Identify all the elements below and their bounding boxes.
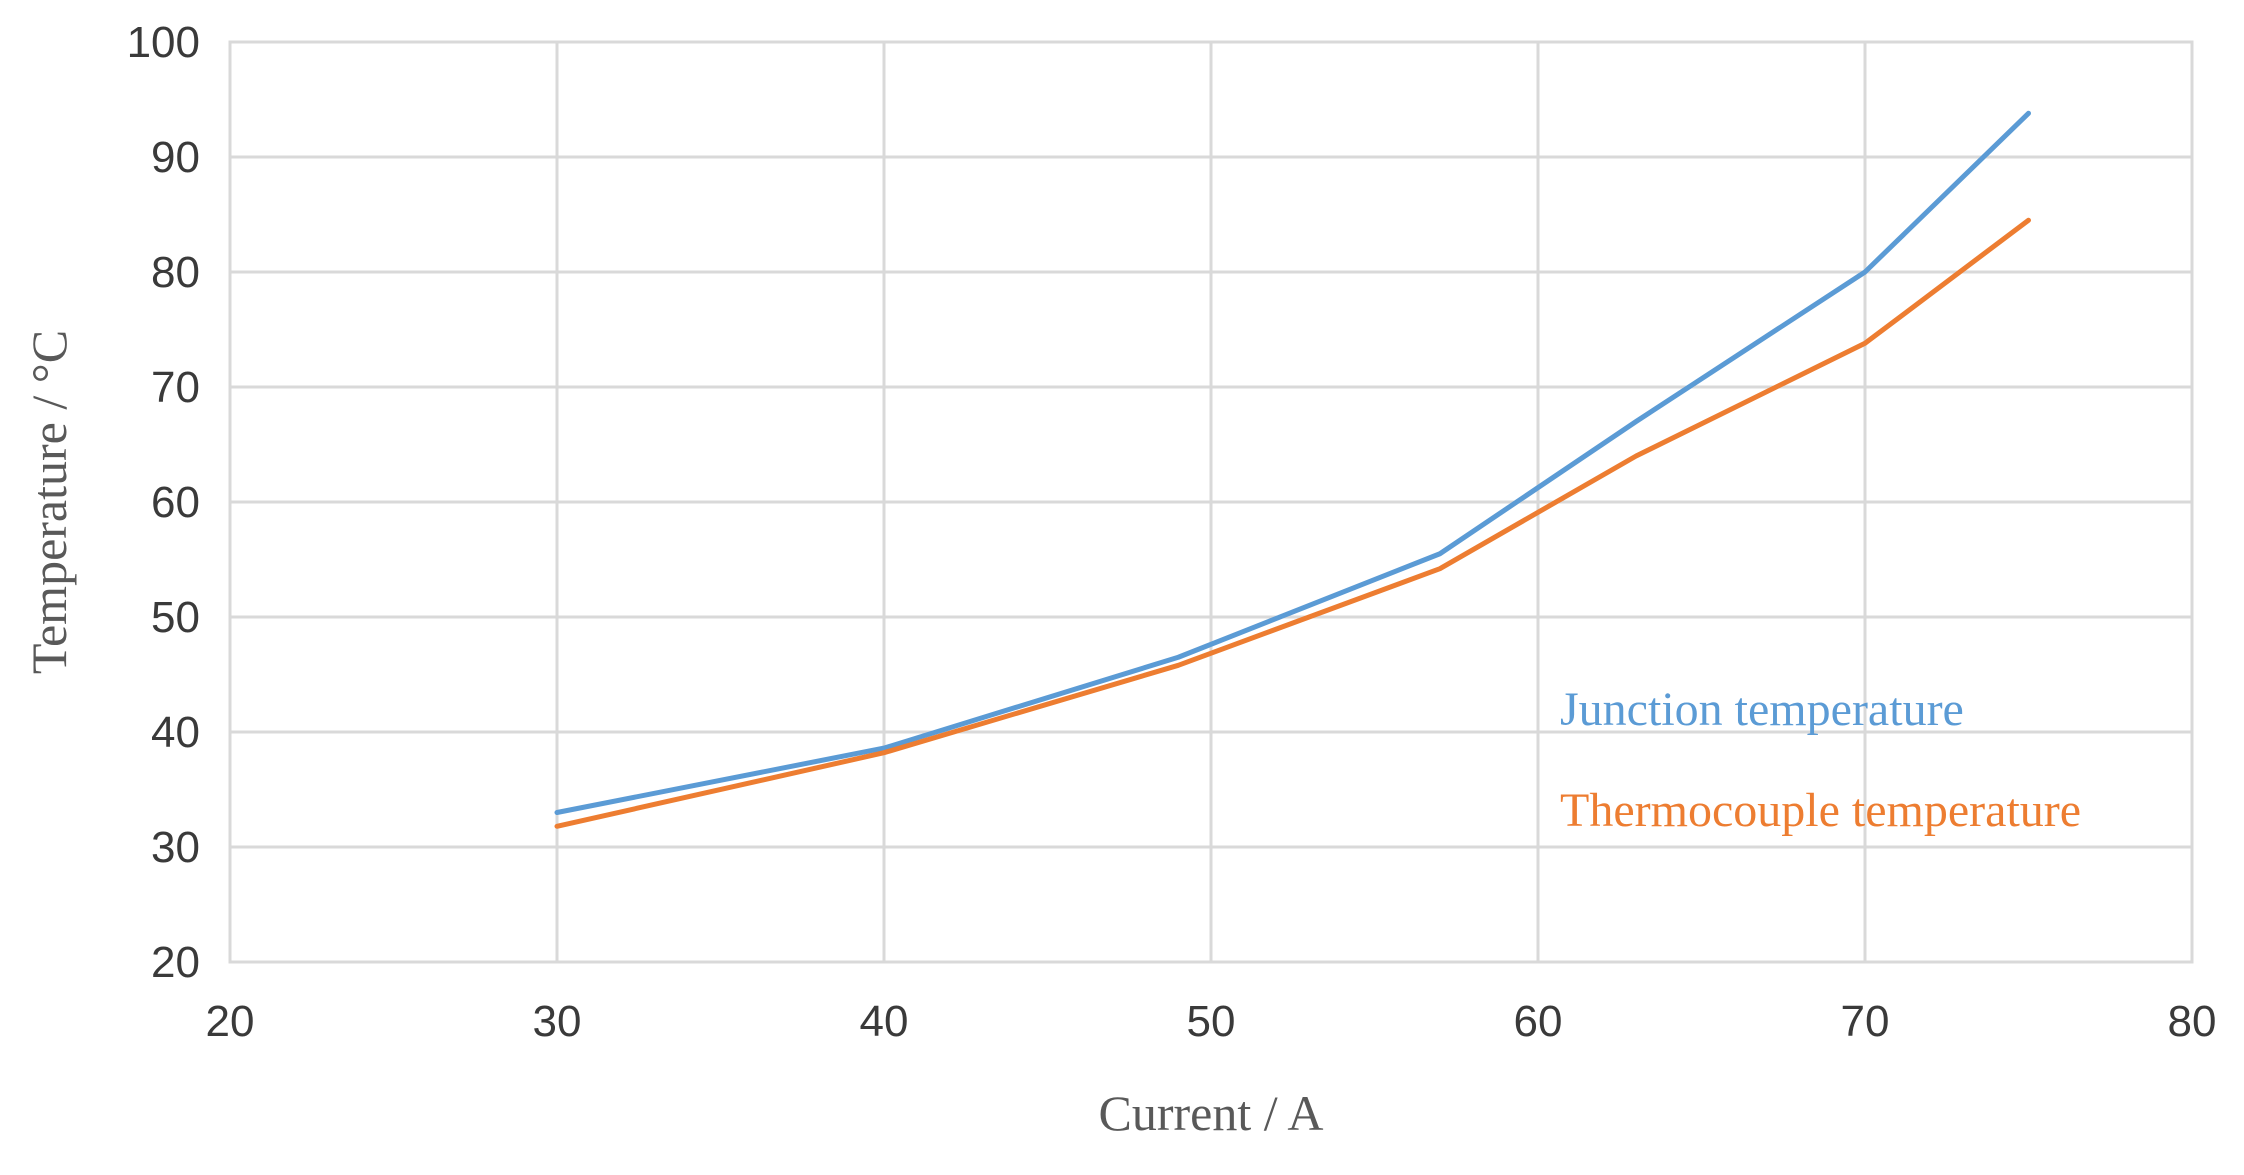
x-tick-label: 60	[1514, 997, 1563, 1046]
x-tick-label: 40	[860, 997, 909, 1046]
y-tick-label: 80	[151, 248, 200, 297]
x-tick-label: 30	[533, 997, 582, 1046]
y-tick-label: 40	[151, 708, 200, 757]
x-tick-label: 70	[1841, 997, 1890, 1046]
y-tick-label: 60	[151, 478, 200, 527]
legend: Junction temperature Thermocouple tempera…	[1560, 683, 2081, 837]
x-tick-label: 80	[2168, 997, 2217, 1046]
y-tick-label: 30	[151, 823, 200, 872]
x-tick-label: 50	[1187, 997, 1236, 1046]
series-lines	[554, 110, 2031, 829]
series-line-junction	[554, 110, 2031, 815]
x-axis-title: Current / A	[1099, 1085, 1324, 1141]
y-axis-tick-labels: 20 30 40 50 60 70 80 90 100	[127, 18, 200, 987]
x-axis-tick-labels: 20 30 40 50 60 70 80	[206, 997, 2217, 1046]
x-tick-label: 20	[206, 997, 255, 1046]
plot-area-border	[228, 40, 2194, 964]
series-line-thermocouple	[554, 217, 2031, 829]
legend-label-junction: Junction temperature	[1560, 683, 1964, 736]
y-tick-label: 70	[151, 363, 200, 412]
y-tick-label: 20	[151, 938, 200, 987]
y-tick-label: 100	[127, 18, 200, 67]
y-tick-label: 90	[151, 133, 200, 182]
y-axis-title: Temperature / °C	[21, 330, 77, 674]
y-tick-label: 50	[151, 593, 200, 642]
legend-label-thermocouple: Thermocouple temperature	[1560, 784, 2081, 837]
